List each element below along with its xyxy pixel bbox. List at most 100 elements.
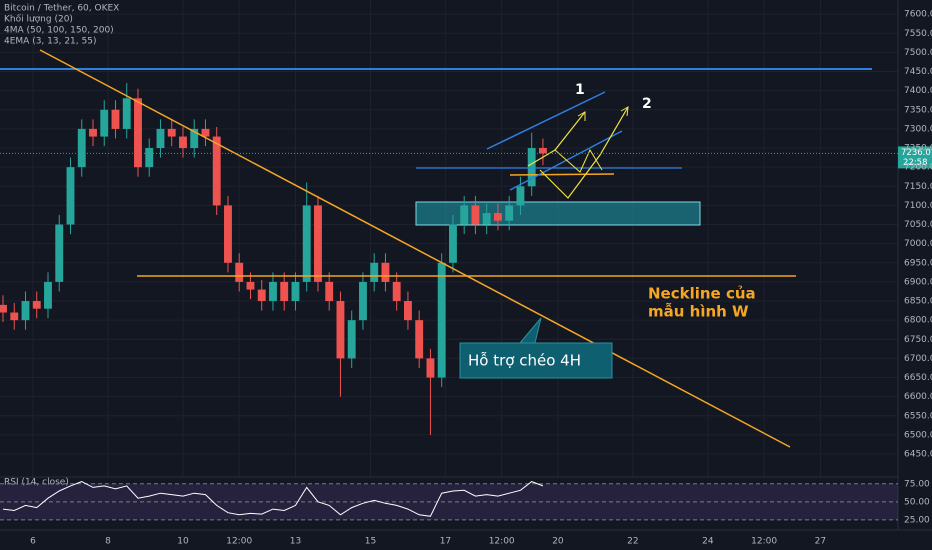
y-tick-label: 6600.0	[904, 392, 932, 402]
x-tick-label: 6	[30, 537, 36, 547]
candle-body	[404, 301, 412, 321]
y-tick-label: 6450.0	[904, 450, 932, 460]
candle-body	[246, 281, 255, 290]
y-tick-label: 7400.0	[904, 86, 932, 96]
candle-body	[291, 281, 300, 302]
candle-body	[280, 281, 289, 302]
wave-label: 1	[575, 82, 585, 98]
x-tick-label: 13	[290, 537, 301, 547]
candle-body	[314, 205, 322, 282]
x-tick-label: 8	[105, 537, 111, 547]
callout-text: Hỗ trợ chéo 4H	[468, 352, 581, 370]
candle-body	[212, 136, 221, 206]
y-tick-label: 7150.0	[904, 182, 932, 192]
y-tick-label: 7000.0	[904, 239, 932, 249]
indicator-label: Khối lượng (20)	[4, 14, 73, 25]
candle-body	[381, 262, 390, 282]
y-tick-label: 6850.0	[904, 297, 932, 307]
candles	[0, 83, 547, 435]
candle-body	[21, 301, 30, 321]
x-tick-label: 24	[702, 537, 714, 547]
x-tick-label: 22	[627, 537, 638, 547]
candle-body	[257, 289, 266, 302]
wave-label: 2	[642, 96, 652, 112]
candle-body	[145, 148, 154, 168]
candle-body	[359, 281, 367, 321]
candle-body	[201, 128, 210, 137]
y-tick-label: 6550.0	[904, 411, 932, 421]
candle-body	[347, 320, 356, 359]
y-tick-label: 6800.0	[904, 316, 932, 326]
candle-body	[44, 281, 52, 309]
trendline	[39, 49, 791, 448]
y-tick-label: 75.00	[904, 479, 930, 489]
indicator-label: 4MA (50, 100, 150, 200)	[4, 26, 114, 36]
y-tick-label: 7550.0	[904, 29, 932, 39]
candle-body	[77, 128, 86, 168]
y-tick-label: 25.00	[904, 515, 930, 525]
y-tick-label: 6750.0	[904, 335, 932, 345]
candle-body	[460, 205, 469, 225]
candle-body	[471, 205, 480, 225]
y-tick-label: 6500.0	[904, 430, 932, 440]
arrow-head	[577, 111, 586, 121]
candle-body	[426, 358, 435, 378]
last-price: 7236.022:58	[0, 146, 932, 169]
x-tick-label: 12:00	[489, 537, 515, 547]
rsi-line	[2, 481, 544, 517]
y-tick-label: 7600.0	[904, 10, 932, 20]
candle-body	[538, 148, 547, 154]
candle-body	[235, 262, 244, 282]
rsi-pane	[0, 478, 898, 530]
candle-body	[156, 128, 165, 149]
y-tick-label: 7050.0	[904, 220, 932, 230]
indicator-label: 4EMA (3, 13, 21, 55)	[4, 37, 96, 47]
candle-body	[449, 224, 457, 263]
y-tick-label: 7200.0	[904, 163, 932, 173]
candle-body	[0, 304, 7, 313]
y-tick-label: 6950.0	[904, 258, 932, 268]
candle-body	[134, 98, 142, 168]
y-tick-label: 7100.0	[904, 201, 932, 211]
candle-body	[269, 281, 277, 302]
rsi-title: RSI (14, close)	[4, 478, 69, 488]
candle-body	[66, 167, 75, 225]
candle-body	[179, 136, 187, 149]
candle-body	[516, 186, 525, 206]
candle-body	[100, 109, 109, 137]
candle-body	[111, 109, 120, 129]
x-tick-label: 17	[440, 537, 451, 547]
channel-line	[509, 130, 623, 191]
y-tick-label: 6900.0	[904, 277, 932, 287]
level-line	[509, 173, 615, 176]
support-zone	[415, 201, 701, 226]
candle-body	[122, 98, 131, 129]
y-tick-label: 7500.0	[904, 48, 932, 58]
x-tick-label: 27	[815, 537, 826, 547]
candle-body	[55, 224, 64, 282]
candle-body	[370, 262, 379, 282]
annotation: Neckline của	[648, 285, 756, 303]
candle-body	[302, 205, 311, 282]
path-arrow	[554, 148, 603, 173]
y-tick-label: 7450.0	[904, 67, 932, 77]
candle-body	[336, 301, 345, 359]
y-tick-label: 50.00	[904, 497, 930, 507]
candle-body	[32, 301, 41, 309]
x-tick-label: 20	[552, 537, 564, 547]
y-tick-label: 6700.0	[904, 354, 932, 364]
x-tick-label: 12:00	[226, 537, 252, 547]
y-tick-label: 7300.0	[904, 124, 932, 134]
channel-line	[486, 91, 606, 150]
candle-body	[10, 312, 19, 321]
last-price-label: 7236.0	[901, 148, 931, 158]
path-arrow	[539, 106, 629, 199]
candle-body	[89, 128, 97, 137]
x-tick-label: 15	[365, 537, 376, 547]
countdown: 22:58	[903, 158, 928, 168]
x-tick-label: 10	[177, 537, 189, 547]
x-tick-label: 12:00	[751, 537, 777, 547]
candle-body	[392, 281, 401, 302]
candle-body	[482, 213, 491, 225]
